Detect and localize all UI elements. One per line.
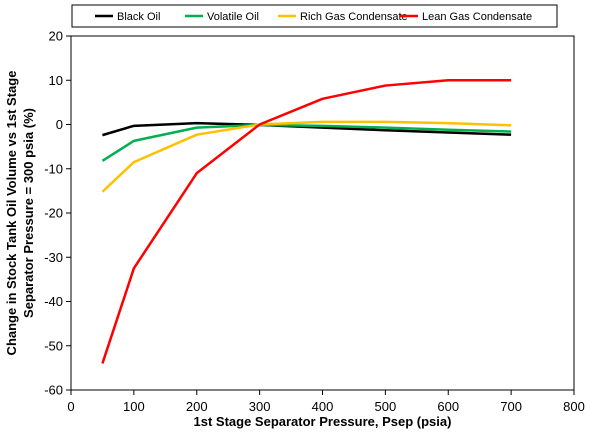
x-tick-label: 400 (312, 399, 334, 414)
x-tick-label: 300 (249, 399, 271, 414)
y-tick-label: -20 (44, 206, 63, 221)
x-tick-label: 200 (186, 399, 208, 414)
x-axis-title: 1st Stage Separator Pressure, Psep (psia… (194, 414, 452, 429)
y-axis-title-line: Change in Stock Tank Oil Volume vs 1st S… (4, 71, 19, 356)
legend-box (71, 4, 558, 28)
y-tick-label: 10 (49, 73, 63, 88)
x-tick-label: 700 (500, 399, 522, 414)
series-line (101, 120, 512, 193)
y-ticks: -60 -50 -40 -30 -20 -10 0 10 20 (44, 29, 71, 398)
series-line (101, 123, 512, 162)
legend-label: Volatile Oil (207, 11, 259, 23)
y-axis-title: Change in Stock Tank Oil Volume vs 1st S… (4, 71, 36, 356)
x-tick-label: 500 (375, 399, 397, 414)
x-ticks: 0 100 200 300 400 500 600 700 800 (67, 390, 585, 414)
legend-label: Black Oil (117, 11, 160, 23)
x-tick-label: 800 (563, 399, 585, 414)
y-tick-label: -60 (44, 383, 63, 398)
x-tick-label: 600 (437, 399, 459, 414)
legend-label: Rich Gas Condensate (300, 11, 408, 23)
y-axis-title-line: Separator Pressure = 300 psia (%) (21, 108, 36, 318)
y-tick-label: -50 (44, 338, 63, 353)
y-tick-label: -30 (44, 250, 63, 265)
plot-area (70, 35, 575, 391)
y-tick-label: -40 (44, 294, 63, 309)
series-group (101, 79, 512, 364)
legend-label: Lean Gas Condensate (422, 11, 532, 23)
y-tick-label: -10 (44, 161, 63, 176)
legend: Black Oil Volatile Oil Rich Gas Condensate… (71, 4, 558, 28)
x-tick-label: 100 (123, 399, 145, 414)
series-line (101, 79, 512, 364)
y-tick-label: 0 (56, 117, 63, 132)
x-tick-label: 0 (67, 399, 74, 414)
y-tick-label: 20 (49, 29, 63, 44)
